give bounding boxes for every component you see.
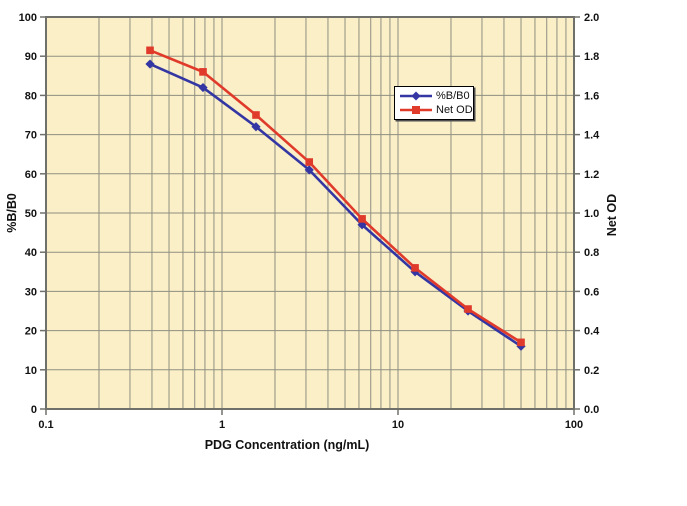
svg-text:10: 10 — [392, 419, 404, 431]
svg-text:1.6: 1.6 — [584, 90, 599, 102]
svg-text:60: 60 — [25, 169, 37, 181]
y-right-axis-title: Net OD — [605, 193, 619, 237]
svg-text:30: 30 — [25, 286, 37, 298]
svg-text:1.0: 1.0 — [584, 208, 599, 220]
svg-text:70: 70 — [25, 130, 37, 142]
svg-text:0.1: 0.1 — [38, 419, 53, 431]
svg-text:0.4: 0.4 — [584, 326, 600, 338]
svg-text:10: 10 — [25, 365, 37, 377]
svg-text:0.6: 0.6 — [584, 286, 599, 298]
y-left-axis-title: %B/B0 — [5, 193, 19, 233]
svg-text:0.0: 0.0 — [584, 404, 599, 416]
legend-item-pct-bb0: %B/B0 — [399, 90, 470, 102]
legend-diamond-marker-icon — [400, 91, 432, 101]
svg-text:50: 50 — [25, 208, 37, 220]
svg-text:40: 40 — [25, 247, 37, 259]
legend-square-marker-icon — [400, 106, 432, 114]
svg-text:80: 80 — [25, 90, 37, 102]
svg-text:90: 90 — [25, 51, 37, 63]
svg-text:1.8: 1.8 — [584, 51, 599, 63]
svg-text:1: 1 — [219, 419, 225, 431]
svg-text:2.0: 2.0 — [584, 12, 599, 24]
svg-text:100: 100 — [19, 12, 37, 24]
svg-text:0: 0 — [31, 404, 37, 416]
legend-item-net-od: Net OD — [399, 104, 473, 116]
svg-text:1.2: 1.2 — [584, 169, 599, 181]
svg-text:0.8: 0.8 — [584, 247, 599, 259]
svg-text:1.4: 1.4 — [584, 130, 600, 142]
chart-legend: %B/B0 Net OD — [394, 86, 474, 120]
legend-label-pct-bb0: %B/B0 — [436, 90, 470, 102]
svg-text:0.2: 0.2 — [584, 365, 599, 377]
svg-text:100: 100 — [565, 419, 583, 431]
x-axis-title: PDG Concentration (ng/mL) — [204, 438, 370, 452]
svg-text:20: 20 — [25, 326, 37, 338]
legend-label-net-od: Net OD — [436, 104, 473, 116]
